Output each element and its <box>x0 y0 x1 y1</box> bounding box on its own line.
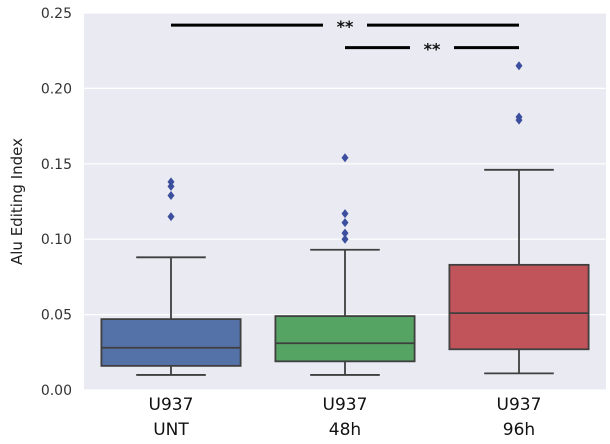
category-label-line2: 48h <box>329 420 361 440</box>
outlier-point <box>167 190 175 200</box>
y-tick-label: 0.00 <box>41 383 72 399</box>
box <box>448 263 590 351</box>
box <box>100 318 242 367</box>
significance-label: ** <box>337 17 354 36</box>
category-label-line1: U937 <box>323 395 368 415</box>
outlier-point <box>341 228 349 238</box>
y-tick-label: 0.10 <box>41 232 72 248</box>
significance-label: ** <box>424 40 441 59</box>
outlier-point <box>341 218 349 228</box>
box-group <box>448 61 590 375</box>
y-tick-label: 0.05 <box>41 308 72 324</box>
category-label-line2: UNT <box>153 420 189 440</box>
y-axis-title: Alu Editing Index <box>8 138 26 265</box>
boxes <box>100 61 590 376</box>
outlier-point <box>167 181 175 191</box>
outlier-point <box>341 209 349 219</box>
outlier-point <box>167 212 175 222</box>
x-axis-labels: U937 UNT U937 48h U937 96h <box>149 395 542 440</box>
category-label-line1: U937 <box>497 395 542 415</box>
box <box>274 315 416 363</box>
outlier-point <box>167 177 175 187</box>
outlier-point <box>515 112 523 122</box>
outlier-point <box>341 153 349 163</box>
y-tick-label: 0.25 <box>41 6 72 22</box>
significance-annotations: ** ** <box>171 17 519 59</box>
box-group <box>100 177 242 376</box>
outlier-point <box>341 234 349 244</box>
box-group <box>274 153 416 376</box>
category-label-line1: U937 <box>149 395 194 415</box>
outlier-point <box>515 61 523 71</box>
y-tick-label: 0.15 <box>41 157 72 173</box>
y-tick-label: 0.20 <box>41 81 72 97</box>
y-axis-ticks: 0.00 0.05 0.10 0.15 0.20 0.25 <box>41 6 72 399</box>
category-label-line2: 96h <box>503 420 535 440</box>
